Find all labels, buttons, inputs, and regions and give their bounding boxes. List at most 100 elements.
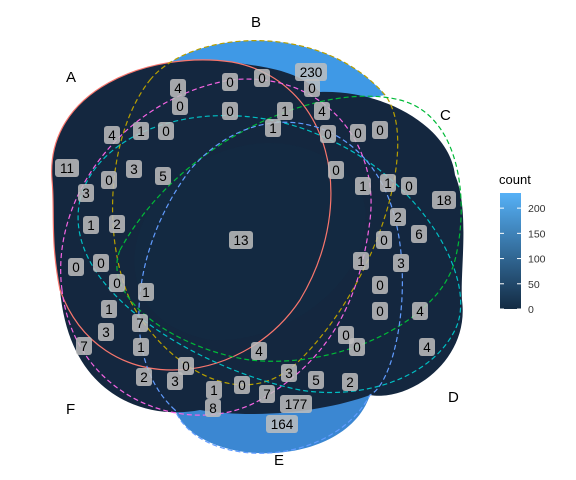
count-label: 7	[259, 385, 275, 403]
count-label-value: 0	[113, 276, 121, 291]
count-label: 0	[222, 73, 238, 91]
count-label-value: 0	[376, 123, 384, 138]
legend-tick-label: 0	[528, 304, 534, 316]
count-label-value: 1	[269, 121, 277, 136]
count-label-value: 1	[105, 302, 113, 317]
count-label: 3	[98, 323, 114, 341]
count-label: 0	[172, 97, 188, 115]
count-label-value: 1	[359, 179, 367, 194]
count-label-box	[101, 171, 117, 189]
count-label: 7	[76, 337, 92, 355]
count-label-value: 1	[142, 285, 150, 300]
count-label-value: 5	[159, 169, 167, 184]
count-label-value: 2	[346, 375, 354, 390]
count-label: 1	[83, 216, 99, 234]
count-label-box	[266, 415, 298, 433]
count-label-box	[412, 302, 428, 320]
count-label-value: 0	[332, 163, 340, 178]
count-label-box	[372, 276, 388, 294]
count-label: 1	[277, 102, 293, 120]
count-label-box	[259, 385, 275, 403]
count-label: 1	[355, 177, 371, 195]
count-label-value: 0	[380, 233, 388, 248]
count-label-value: 4	[416, 304, 424, 319]
count-label-value: 177	[285, 397, 308, 412]
count-label-box	[353, 252, 369, 270]
count-label-value: 11	[60, 161, 74, 176]
count-label: 4	[412, 302, 428, 320]
count-label: 0	[320, 125, 336, 143]
count-label-value: 0	[226, 75, 234, 90]
count-label: 0	[376, 231, 392, 249]
count-label-value: 2	[113, 217, 121, 232]
count-label-box	[349, 338, 365, 356]
count-label: 4	[170, 79, 186, 97]
count-label: 11	[55, 159, 79, 177]
count-label-box	[158, 122, 174, 140]
count-label-box	[172, 97, 188, 115]
count-label-box	[234, 376, 250, 394]
count-label-box	[265, 119, 281, 137]
set-label-a: A	[66, 69, 76, 86]
count-label-value: 4	[174, 81, 182, 96]
count-label: 0	[68, 258, 84, 276]
count-label-box	[390, 208, 406, 226]
count-label-value: 7	[263, 387, 271, 402]
count-label: 8	[205, 399, 221, 417]
count-label: 1	[265, 119, 281, 137]
count-label-box	[411, 225, 427, 243]
count-label-box	[55, 159, 79, 177]
count-label-box	[372, 302, 388, 320]
set-label-c: C	[440, 107, 451, 124]
count-label-box	[178, 357, 194, 375]
count-label: 7	[132, 314, 148, 332]
count-label-box	[328, 161, 344, 179]
count-label-box	[254, 69, 270, 87]
count-label: 4	[104, 126, 120, 144]
count-label: 0	[372, 276, 388, 294]
count-label: 4	[314, 102, 330, 120]
set-label-d: D	[448, 389, 459, 406]
count-label-value: 230	[300, 65, 323, 80]
set-label-b: B	[251, 14, 261, 31]
count-label: 1	[206, 381, 222, 399]
count-label-value: 3	[82, 186, 90, 201]
count-label-box	[132, 314, 148, 332]
count-label-box	[133, 122, 149, 140]
count-label-box	[401, 177, 417, 195]
count-label-box	[380, 174, 396, 192]
count-label-box	[170, 79, 186, 97]
count-label-box	[68, 258, 84, 276]
count-label: 13	[229, 231, 253, 249]
count-label: 0	[254, 69, 270, 87]
count-label-box	[104, 126, 120, 144]
count-label-value: 4	[255, 344, 263, 359]
count-label: 1	[133, 122, 149, 140]
legend-title: count	[499, 172, 531, 187]
count-label-box	[109, 215, 125, 233]
count-label-value: 5	[312, 373, 320, 388]
set-label-e: E	[274, 452, 284, 469]
count-label: 3	[167, 372, 183, 390]
count-label-box	[98, 323, 114, 341]
count-label-box	[167, 372, 183, 390]
count-label: 3	[126, 160, 142, 178]
count-label-box	[93, 254, 109, 272]
count-label-box	[205, 399, 221, 417]
count-label-value: 0	[176, 99, 184, 114]
count-label: 0	[222, 102, 238, 120]
count-label-value: 164	[271, 417, 294, 432]
count-label: 230	[295, 63, 327, 81]
legend-tick-label: 100	[528, 254, 546, 266]
count-label-value: 0	[258, 71, 266, 86]
count-label: 1	[133, 338, 149, 356]
count-label-value: 0	[324, 127, 332, 142]
count-label-box	[314, 102, 330, 120]
count-label-value: 2	[140, 370, 148, 385]
count-label-box	[320, 125, 336, 143]
count-label: 0	[234, 376, 250, 394]
count-label: 0	[372, 302, 388, 320]
count-label: 1	[380, 174, 396, 192]
count-label-box	[355, 177, 371, 195]
count-label: 0	[401, 177, 417, 195]
